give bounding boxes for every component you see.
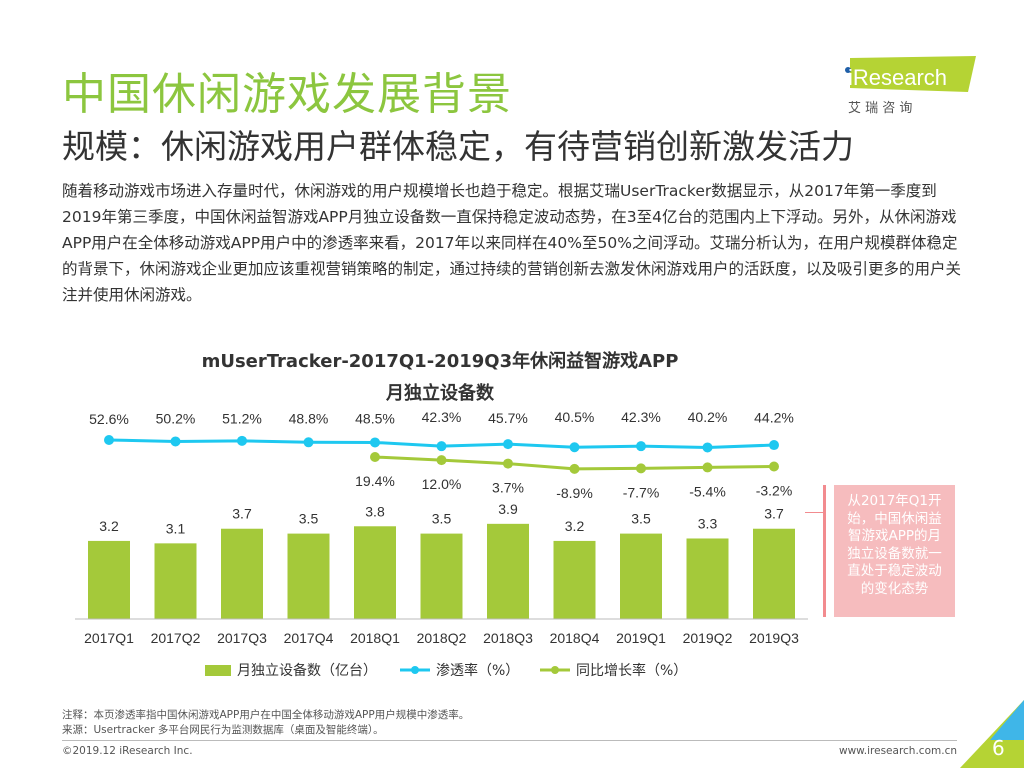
callout-bracket: [823, 485, 826, 617]
bar: [487, 523, 529, 619]
x-tick-label: 2018Q1: [350, 630, 400, 646]
x-tick-label: 2018Q2: [417, 630, 467, 646]
line-label: 52.6%: [89, 411, 129, 427]
copyright: ©2019.12 iResearch Inc.: [62, 745, 193, 757]
line-point: [370, 452, 380, 462]
note-text: 注释：本页渗透率指中国休闲游戏APP用户在中国全体移动游戏APP用户规模中渗透率…: [62, 709, 470, 721]
bar: [420, 533, 463, 619]
line-point: [702, 462, 713, 473]
line-point: [170, 436, 181, 447]
body-text: 随着移动游戏市场进入存量时代，休闲游戏的用户规模增长也趋于稳定。根据艾瑞User…: [62, 182, 962, 304]
chart-title: mUserTracker-2017Q1-2019Q3年休闲益智游戏APP 月独立…: [150, 346, 730, 410]
line-point: [702, 442, 713, 453]
line-point: [436, 455, 447, 466]
line-label: -3.2%: [756, 482, 793, 498]
line-label: 12.0%: [422, 476, 462, 492]
bar-label: 3.5: [432, 511, 452, 527]
line-label: -8.9%: [556, 485, 593, 501]
svg-text:iResearch: iResearch: [848, 65, 947, 90]
bar: [154, 543, 197, 619]
legend-bar: 月独立设备数（亿台）: [205, 660, 377, 680]
line-label: 40.5%: [555, 409, 595, 425]
legend-line-swatch: [540, 666, 570, 674]
x-tick-label: 2017Q2: [151, 630, 201, 646]
line-label: 42.3%: [621, 409, 661, 425]
x-tick-label: 2019Q1: [616, 630, 666, 646]
bar: [620, 533, 662, 619]
page-subtitle: 规模：休闲游戏用户群体稳定，有待营销创新激发活力: [62, 127, 854, 166]
line-point: [503, 458, 513, 469]
line-point: [237, 435, 247, 446]
line-point: [569, 442, 580, 453]
callout-connector: [805, 512, 823, 513]
line-label: 51.2%: [222, 411, 262, 427]
svg-text:艾 瑞 咨 询: 艾 瑞 咨 询: [848, 101, 912, 116]
source-text: 来源：Usertracker 多平台网民行为监测数据库（桌面及智能终端）。: [62, 724, 384, 736]
page-corner-decoration: [960, 700, 1024, 768]
x-tick-label: 2017Q1: [84, 630, 134, 646]
line-point: [104, 435, 114, 445]
bar: [686, 538, 729, 619]
x-tick-label: 2018Q3: [483, 630, 533, 646]
bar-label: 3.5: [631, 511, 651, 527]
bar-label: 3.3: [698, 515, 718, 531]
x-tick-label: 2018Q4: [550, 630, 600, 646]
bar: [753, 528, 795, 619]
x-tick-label: 2017Q4: [284, 630, 334, 646]
x-tick-label: 2019Q2: [683, 630, 733, 646]
bar-label: 3.5: [299, 511, 319, 527]
line-label: -7.7%: [623, 484, 660, 500]
bar: [221, 528, 263, 619]
line-point: [769, 440, 779, 451]
line-point: [436, 441, 447, 452]
line-point: [769, 461, 779, 472]
bar-label: 3.2: [565, 518, 585, 534]
footer-divider: [62, 740, 957, 741]
legend-bar-swatch: [205, 664, 231, 676]
footnotes: 注释：本页渗透率指中国休闲游戏APP用户在中国全体移动游戏APP用户规模中渗透率…: [62, 708, 469, 738]
bar: [88, 540, 130, 619]
website-link[interactable]: www.iresearch.com.cn: [838, 745, 957, 757]
callout-box: 从2017年Q1开始，中国休闲益智游戏APP的月独立设备数就一直处于稳定波动的变…: [834, 485, 955, 617]
line-label: 19.4%: [355, 473, 395, 489]
legend-growth: 同比增长率（%）: [540, 660, 687, 680]
line-label: 44.2%: [754, 409, 794, 425]
line-point: [569, 463, 580, 474]
line-point: [303, 437, 314, 448]
line-label: 45.7%: [488, 410, 528, 426]
x-tick-label: 2017Q3: [217, 630, 267, 646]
line-point: [636, 463, 646, 474]
line-label: 42.3%: [422, 409, 462, 425]
bar-label: 3.7: [764, 506, 784, 522]
bar-label: 3.1: [166, 520, 186, 536]
chart-title-line1: mUserTracker-2017Q1-2019Q3年休闲益智游戏APP: [201, 351, 679, 372]
page-title: 中国休闲游戏发展背景: [62, 69, 512, 120]
chart-title-line2: 月独立设备数: [386, 383, 494, 404]
iresearch-logo: iResearch 艾 瑞 咨 询: [845, 56, 976, 116]
legend-penetration: 渗透率（%）: [400, 660, 519, 680]
line-label: 3.7%: [492, 480, 524, 496]
page-number: 6: [992, 736, 1005, 760]
bar: [354, 526, 396, 619]
line-point: [503, 439, 513, 450]
line-label: 48.5%: [355, 410, 395, 426]
line-label: 40.2%: [688, 409, 728, 425]
bar-label: 3.8: [365, 503, 385, 519]
line-label: 48.8%: [289, 410, 329, 426]
legend-line-swatch: [400, 666, 430, 674]
line-label: -5.4%: [689, 483, 726, 499]
x-tick-label: 2019Q3: [749, 630, 799, 646]
bar-label: 3.2: [99, 518, 119, 534]
line-point: [370, 437, 380, 448]
bar: [553, 540, 596, 619]
bar: [287, 533, 330, 619]
bar-label: 3.7: [232, 506, 252, 522]
line-point: [636, 441, 646, 452]
bar-label: 3.9: [498, 501, 518, 517]
line-label: 50.2%: [156, 411, 196, 427]
